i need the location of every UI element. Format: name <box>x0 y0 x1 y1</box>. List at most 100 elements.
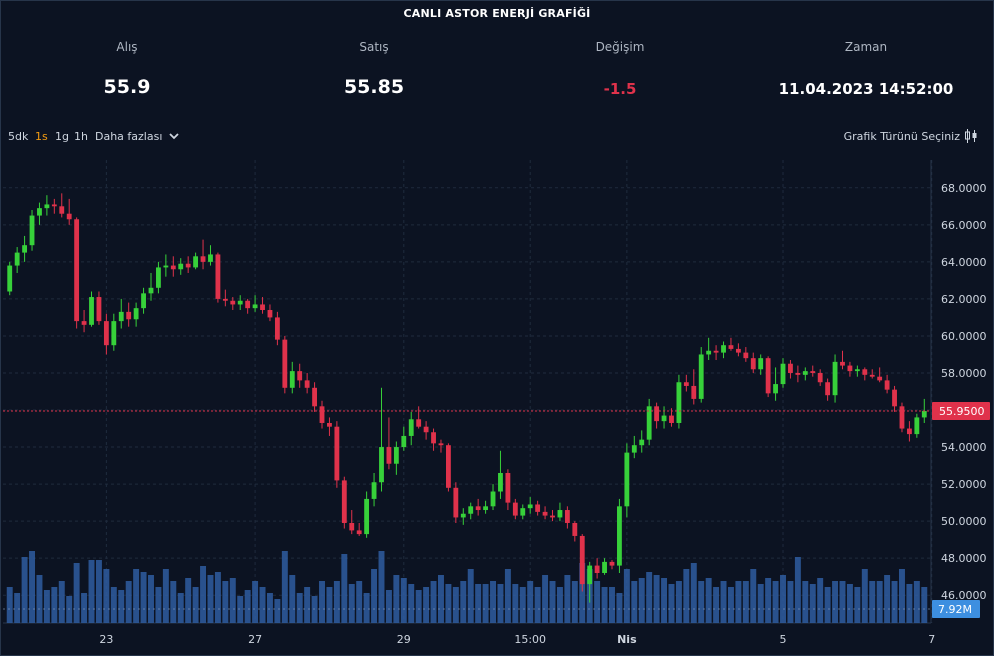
more-intervals-button[interactable]: Daha fazlası <box>95 130 179 143</box>
volume-bar <box>29 551 35 623</box>
interval-5dk[interactable]: 5dk <box>8 130 29 143</box>
volume-bar <box>623 569 630 623</box>
x-tick-label: 27 <box>248 633 262 646</box>
volume-bar <box>601 587 608 623</box>
candle-body <box>542 511 548 516</box>
volume-bar <box>103 569 110 623</box>
volume-bar <box>371 569 378 623</box>
candle-body <box>683 382 689 386</box>
volume-label: 7.92M <box>938 603 972 616</box>
candle-body <box>103 321 109 346</box>
volume-bar <box>869 581 876 623</box>
candle-body <box>490 491 496 507</box>
volume-bar <box>802 581 809 623</box>
volume-bar <box>266 593 273 623</box>
candle-body <box>460 513 466 518</box>
volume-bar <box>192 587 199 623</box>
candle-body <box>750 358 756 370</box>
y-tick-label: 68.0000 <box>941 182 987 195</box>
volume-bar <box>675 581 682 623</box>
volume-bar <box>95 560 102 623</box>
interval-1s[interactable]: 1s <box>35 130 48 143</box>
candle-body <box>200 256 206 262</box>
candle-body <box>81 321 87 325</box>
volume-bar <box>742 581 749 623</box>
volume-bar <box>668 584 675 623</box>
volume-bar <box>720 581 727 623</box>
candle-body <box>51 204 57 207</box>
volume-bar <box>609 587 615 623</box>
volume-bar <box>594 581 601 623</box>
volume-bar <box>244 590 251 623</box>
candlestick-chart-icon[interactable] <box>964 128 978 144</box>
volume-bar <box>237 596 244 623</box>
volume-bar <box>214 572 221 623</box>
volume-bar <box>705 578 712 623</box>
stat-value: 55.85 <box>343 76 405 98</box>
candlestick-chart[interactable]: 68.0000 66.0000 64.0000 62.0000 60.0000 58.00… <box>3 160 991 652</box>
volume-bar <box>170 581 177 623</box>
y-tick-label: 60.0000 <box>941 330 987 343</box>
volume-bar <box>735 581 742 623</box>
volume-bar <box>884 575 891 623</box>
volume-bar <box>512 584 519 623</box>
volume-bar <box>177 593 184 623</box>
candle-body <box>371 482 377 499</box>
candle-body <box>520 508 526 516</box>
candle-body <box>260 304 265 311</box>
y-tick-label: 50.0000 <box>941 515 987 528</box>
candle-body <box>862 369 868 375</box>
volume-bar <box>140 572 147 623</box>
candle-body <box>847 365 853 372</box>
candle-body <box>59 206 65 214</box>
interval-1h[interactable]: 1h <box>74 130 88 143</box>
volume-bar <box>794 557 801 623</box>
chart-area[interactable]: 68.0000 66.0000 64.0000 62.0000 60.0000 58.00… <box>3 160 991 652</box>
candle-body <box>111 321 117 346</box>
candle-body <box>334 426 340 481</box>
volume-bar <box>846 584 853 623</box>
candle-body <box>74 219 80 322</box>
volume-bar <box>698 581 705 623</box>
volume-bar <box>616 593 623 623</box>
volume-bar <box>713 587 720 623</box>
volume-bar <box>252 581 259 623</box>
candle-body <box>802 371 808 375</box>
volume-bar <box>519 587 526 623</box>
volume-bar <box>556 587 563 623</box>
volume-bar <box>482 584 489 623</box>
candle-body <box>468 506 474 514</box>
volume-bar <box>155 587 162 623</box>
volume-bar <box>653 575 660 623</box>
volume-bar <box>36 575 43 623</box>
volume-bar <box>73 563 80 623</box>
candle-body <box>572 522 578 536</box>
candle-body <box>393 447 399 464</box>
candle-body <box>327 422 332 427</box>
chart-type-selector[interactable]: Grafik Türünü Seçiniz <box>844 130 960 143</box>
page-title: CANLI ASTOR ENERJİ GRAFİĞİ <box>403 7 591 20</box>
volume-bar <box>504 569 511 623</box>
candle-body <box>654 406 660 422</box>
candle-body <box>914 417 920 435</box>
volume-bar <box>913 581 920 623</box>
candle-body <box>163 265 169 268</box>
interval-1g[interactable]: 1g <box>55 130 69 143</box>
candle-body <box>758 358 764 370</box>
volume-bar <box>333 581 340 623</box>
candle-body <box>349 522 355 531</box>
candle-body <box>624 452 630 507</box>
candle-body <box>156 267 161 288</box>
more-intervals-label: Daha fazlası <box>95 130 163 143</box>
candle-body <box>788 363 793 373</box>
candle-body <box>884 380 890 390</box>
volume-bar <box>683 569 690 623</box>
candle-body <box>252 304 258 309</box>
volume-bar <box>690 563 697 623</box>
volume-bar <box>148 575 154 623</box>
stat-value: 11.04.2023 14:52:00 <box>778 80 954 98</box>
y-tick-label: 62.0000 <box>941 293 987 306</box>
volume-bar <box>319 581 325 623</box>
volume-bar <box>772 581 779 623</box>
volume-bar <box>51 587 58 623</box>
